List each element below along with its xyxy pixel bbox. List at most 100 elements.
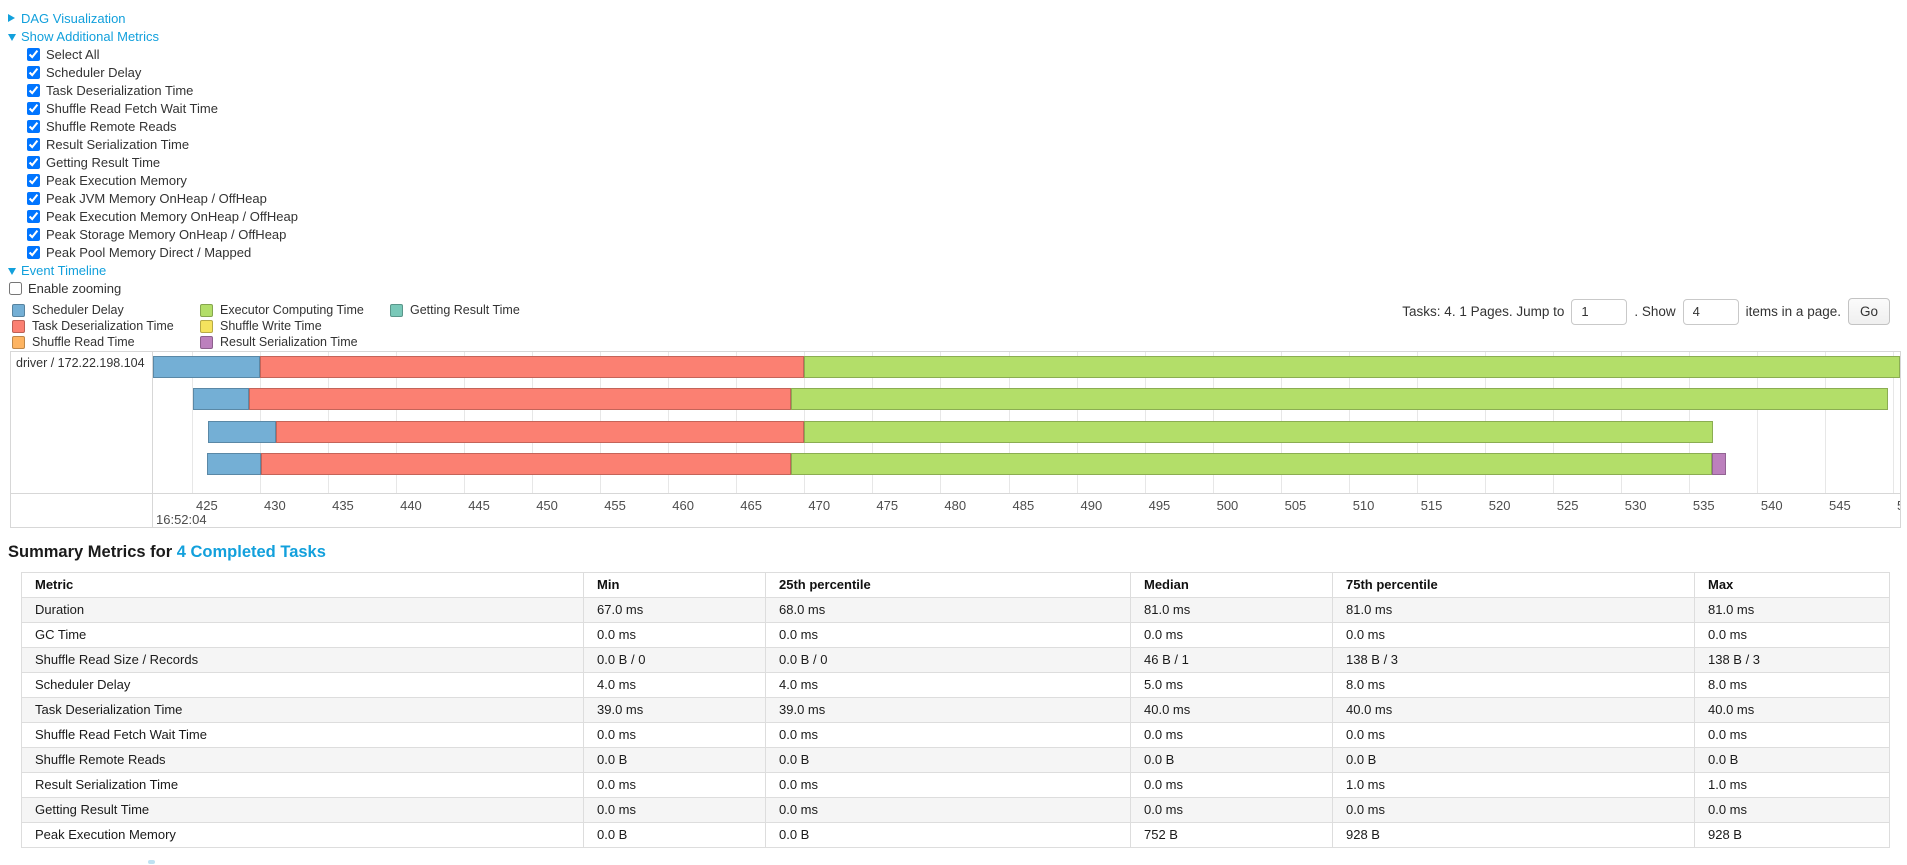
- metric-value-cell: 0.0 B: [1130, 747, 1333, 773]
- legend-entry-shuffle-read: Shuffle Read Time: [12, 334, 174, 350]
- axis-tick-label: 460: [672, 498, 694, 513]
- task-bar-segment-scheduler-delay[interactable]: [193, 388, 250, 411]
- timeline-gridline: [1825, 352, 1826, 493]
- checkbox-getting-result-time[interactable]: [27, 155, 40, 169]
- metric-checkbox-row: Scheduler Delay: [27, 63, 1907, 81]
- legend-entry-shuffle-write: Shuffle Write Time: [200, 318, 364, 334]
- metric-name-cell: GC Time: [21, 622, 584, 648]
- column-header-min: Min: [583, 572, 766, 598]
- checkbox-label-shuffle-read-fetch-wait-time: Shuffle Read Fetch Wait Time: [46, 100, 218, 116]
- metric-name-cell: Duration: [21, 597, 584, 623]
- metric-value-cell: 81.0 ms: [1130, 597, 1333, 623]
- metric-value-cell: 39.0 ms: [765, 697, 1131, 723]
- task-bar-segment-executor-computing[interactable]: [804, 356, 1900, 378]
- column-header-75th-percentile: 75th percentile: [1332, 572, 1695, 598]
- axis-tick-label: 475: [876, 498, 899, 513]
- stage-controls: DAG Visualization Show Additional Metric…: [0, 0, 1907, 297]
- axis-major-time-label: 16:52:04: [156, 512, 207, 527]
- task-bar-segment-deserialization[interactable]: [261, 453, 791, 475]
- dag-visualization-toggle[interactable]: DAG Visualization: [8, 9, 1907, 27]
- metric-name-cell: Shuffle Read Fetch Wait Time: [21, 722, 584, 748]
- checkbox-shuffle-remote-reads[interactable]: [27, 119, 40, 133]
- metric-value-cell: 0.0 ms: [1332, 722, 1695, 748]
- shuffle-write-swatch-icon: [200, 319, 213, 333]
- legend-label: Scheduler Delay: [32, 303, 124, 317]
- metric-value-cell: 928 B: [1694, 822, 1890, 848]
- checkbox-shuffle-read-fetch-wait-time[interactable]: [27, 101, 40, 115]
- axis-tick-label: 525: [1556, 498, 1579, 513]
- checkbox-label-peak-storage-memory-onheap-offheap: Peak Storage Memory OnHeap / OffHeap: [46, 226, 287, 242]
- pagination-suffix: items in a page.: [1745, 304, 1841, 319]
- table-row-peak-execution-memory: Peak Execution Memory 0.0 B 0.0 B 752 B 928 …: [21, 822, 1890, 848]
- metric-name-cell: Peak Execution Memory: [21, 822, 584, 848]
- metric-value-cell: 1.0 ms: [1332, 772, 1695, 798]
- timeline-header-strip: Scheduler Delay Task Deserialization Time…: [0, 297, 1907, 351]
- checkbox-label-getting-result-time: Getting Result Time: [46, 154, 161, 170]
- shuffle-read-swatch-icon: [12, 335, 25, 349]
- metric-checkbox-row: Peak Execution Memory: [27, 171, 1907, 189]
- deserialization-swatch-icon: [12, 319, 25, 333]
- axis-tick-label: 425: [196, 498, 218, 513]
- metric-value-cell: 81.0 ms: [1332, 597, 1695, 623]
- legend-entry-executor-computing: Executor Computing Time: [200, 302, 364, 318]
- axis-tick-label: 430: [264, 498, 286, 513]
- show-additional-metrics-toggle[interactable]: Show Additional Metrics: [8, 27, 1907, 45]
- task-bar-segment-scheduler-delay[interactable]: [207, 453, 262, 475]
- metric-value-cell: 81.0 ms: [1694, 597, 1890, 623]
- summary-title-prefix: Summary Metrics for: [8, 543, 177, 561]
- metric-value-cell: 40.0 ms: [1332, 697, 1695, 723]
- metric-value-cell: 0.0 ms: [583, 722, 766, 748]
- metric-value-cell: 46 B / 1: [1130, 647, 1333, 673]
- go-button[interactable]: Go: [1847, 298, 1890, 325]
- checkbox-peak-execution-memory[interactable]: [27, 173, 40, 187]
- legend-label: Result Serialization Time: [220, 335, 358, 349]
- checkbox-task-deserialization-time[interactable]: [27, 83, 40, 97]
- task-bar-segment-executor-computing[interactable]: [790, 453, 1713, 475]
- checkbox-label-peak-execution-memory: Peak Execution Memory: [46, 172, 187, 188]
- column-header-25th-percentile: 25th percentile: [765, 572, 1131, 598]
- enable-zooming-label: Enable zooming: [28, 280, 122, 296]
- metric-checkbox-row: Peak Storage Memory OnHeap / OffHeap: [27, 225, 1907, 243]
- checkbox-peak-execution-memory-onheap-offheap[interactable]: [27, 209, 40, 223]
- checkbox-select-all[interactable]: [27, 47, 40, 61]
- checkbox-peak-jvm-memory-onheap-offheap[interactable]: [27, 191, 40, 205]
- checkbox-peak-storage-memory-onheap-offheap[interactable]: [27, 227, 40, 241]
- expanded-arrow-icon: [8, 33, 16, 41]
- jump-to-page-input[interactable]: [1571, 298, 1628, 325]
- table-row-gc-time: GC Time 0.0 ms 0.0 ms 0.0 ms 0.0 ms 0.0 ms: [21, 622, 1890, 648]
- checkbox-result-serialization-time[interactable]: [27, 137, 40, 151]
- checkbox-scheduler-delay[interactable]: [27, 65, 40, 79]
- metric-value-cell: 0.0 ms: [583, 622, 766, 648]
- items-per-page-input[interactable]: [1682, 298, 1739, 325]
- enable-zooming-checkbox[interactable]: [9, 281, 22, 295]
- task-bar-segment-executor-computing[interactable]: [804, 420, 1714, 443]
- completed-tasks-link[interactable]: 4 Completed Tasks: [176, 543, 326, 561]
- metric-value-cell: 138 B / 3: [1694, 647, 1890, 673]
- axis-tick-label: 515: [1420, 498, 1443, 513]
- metric-value-cell: 0.0 ms: [1694, 797, 1890, 823]
- metric-value-cell: 0.0 ms: [765, 772, 1131, 798]
- task-bar-segment-deserialization[interactable]: [249, 388, 791, 411]
- legend-column: Executor Computing Time Shuffle Write Tim…: [200, 302, 364, 350]
- checkbox-peak-pool-memory-direct-mapped[interactable]: [27, 245, 40, 259]
- checkbox-label-peak-pool-memory-direct-mapped: Peak Pool Memory Direct / Mapped: [46, 244, 252, 260]
- task-bar-segment-scheduler-delay[interactable]: [208, 420, 277, 443]
- dag-visualization-label: DAG Visualization: [21, 10, 126, 26]
- task-bar-segment-executor-computing[interactable]: [790, 388, 1888, 411]
- task-bar-segment-deserialization[interactable]: [276, 420, 805, 443]
- axis-tick-label: 480: [944, 498, 967, 513]
- axis-tick-label: 485: [1012, 498, 1035, 513]
- event-timeline-toggle[interactable]: Event Timeline: [8, 261, 1907, 279]
- task-bar-segment-scheduler-delay[interactable]: [153, 356, 260, 378]
- legend-entry-deserialization: Task Deserialization Time: [12, 318, 174, 334]
- metric-checkbox-row: Getting Result Time: [27, 153, 1907, 171]
- metric-value-cell: 0.0 ms: [1332, 622, 1695, 648]
- task-bar-segment-result-serialization[interactable]: [1712, 453, 1726, 475]
- partial-element-below-fold: [148, 860, 155, 864]
- column-header-metric: Metric: [21, 572, 584, 598]
- task-bar-segment-deserialization[interactable]: [260, 356, 805, 378]
- axis-tick-label: 510: [1352, 498, 1375, 513]
- metric-value-cell: 138 B / 3: [1332, 647, 1695, 673]
- metric-value-cell: 0.0 B: [765, 747, 1131, 773]
- table-row-shuffle-read-size-records: Shuffle Read Size / Records 0.0 B / 0 0.0 …: [21, 647, 1890, 673]
